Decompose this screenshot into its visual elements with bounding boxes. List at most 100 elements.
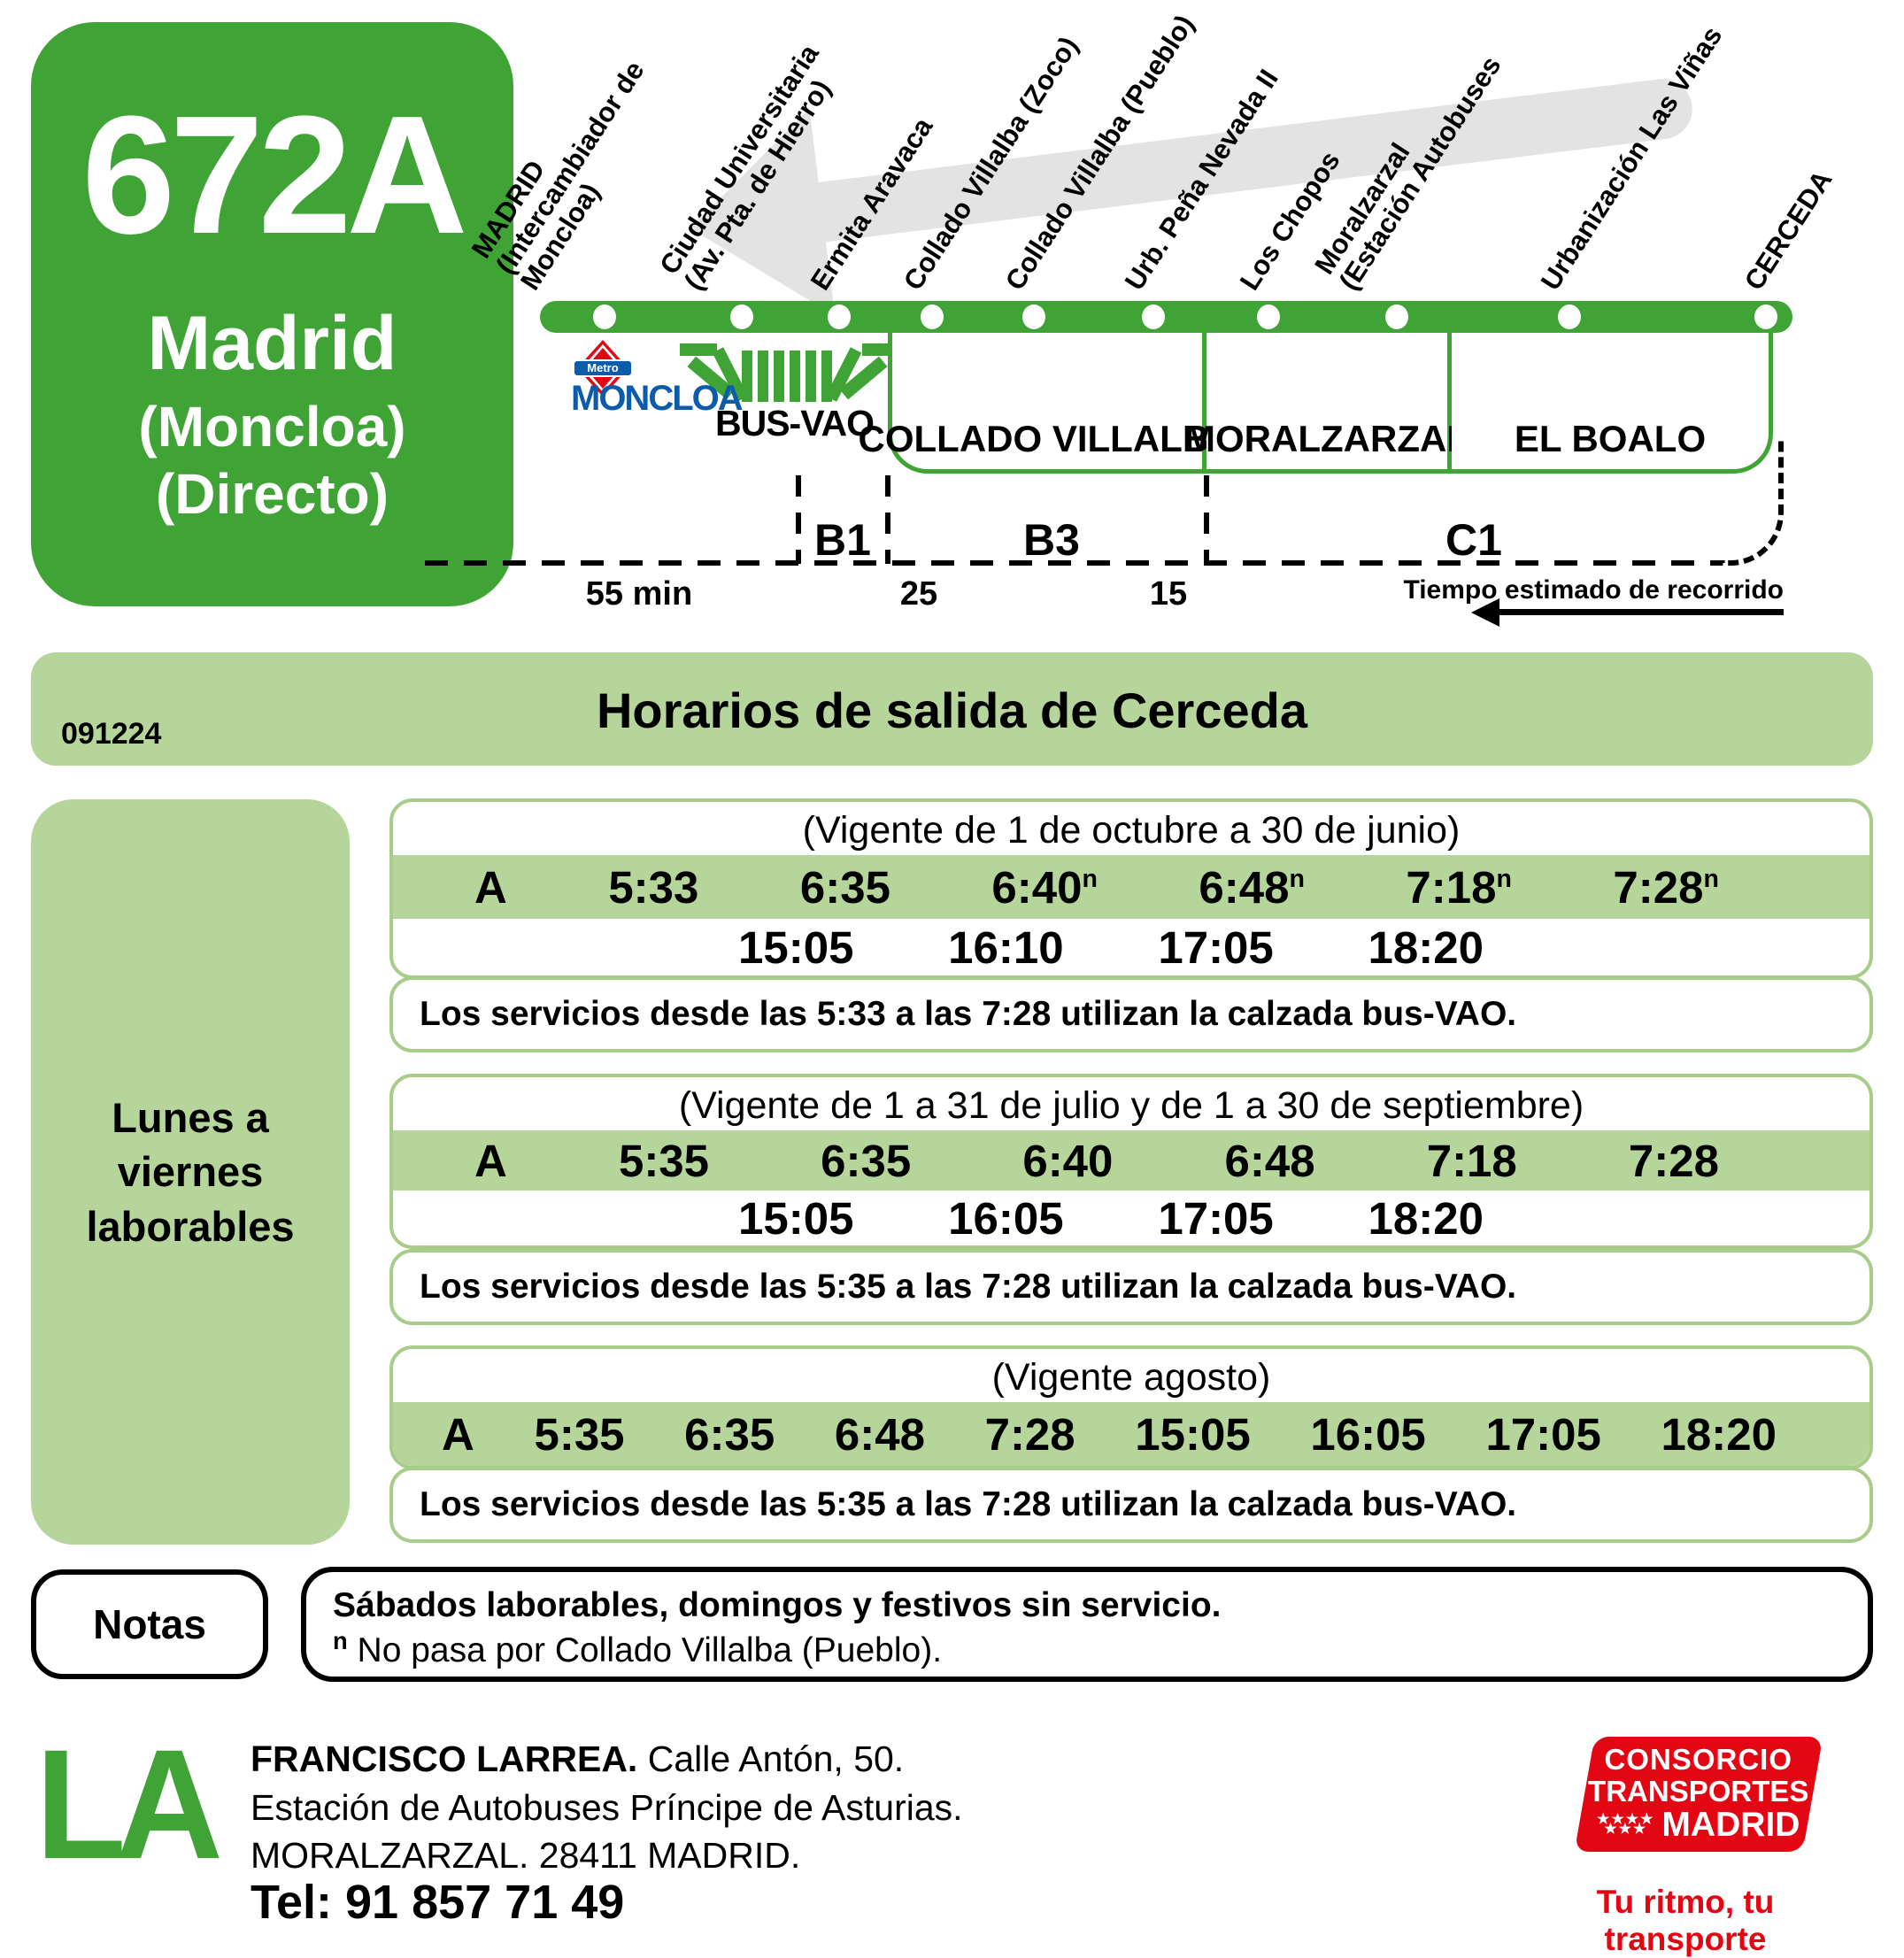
operator-address: FRANCISCO LARREA. Calle Antón, 50. Estac…: [251, 1738, 963, 1877]
validity-title: (Vigente de 1 a 31 de julio y de 1 a 30 …: [678, 1084, 1584, 1127]
validity-title: (Vigente de 1 de octubre a 30 de junio): [802, 809, 1461, 852]
page-title: Horarios de salida de Cerceda: [596, 682, 1307, 738]
operator-phone: Tel: 91 857 71 49: [251, 1876, 625, 1929]
station-dot: [1142, 304, 1165, 329]
schedule-banner: Horarios de salida de Cerceda 091224: [31, 652, 1873, 766]
departure-time: 6:48: [834, 1408, 925, 1460]
departure-time: 7:28n: [1613, 861, 1719, 913]
municipality-label: EL BOALO: [1514, 418, 1707, 459]
validity-title: (Vigente agosto): [991, 1356, 1271, 1399]
station-dot: [1022, 304, 1045, 329]
day-panel-line: viernes: [117, 1148, 264, 1196]
day-panel-line: Lunes a: [112, 1094, 269, 1142]
row-letter: A: [442, 1408, 474, 1460]
departure-time: 18:20: [1368, 1192, 1484, 1244]
route-destination: Madrid: [147, 301, 397, 386]
fare-zone-label: B3: [1023, 515, 1080, 565]
consorcio-transportes-madrid-logo: CONSORCIO TRANSPORTES ★★★★ ★★★ MADRID: [1574, 1737, 1823, 1852]
metro-logo-icon: Metro: [573, 340, 633, 397]
departure-time: 6:35: [821, 1135, 912, 1186]
zone-divider-dash: [796, 475, 801, 564]
station-dot: [1385, 304, 1408, 329]
departure-time: 18:20: [1661, 1408, 1777, 1460]
route-number: 672A: [81, 81, 467, 269]
travel-time-label: 25: [899, 575, 938, 613]
station-dot: [1754, 304, 1777, 329]
schedule-note: Los servicios desde las 5:33 a las 7:28 …: [389, 976, 1873, 1052]
station-dot: [921, 304, 944, 329]
departure-time: 6:35: [684, 1408, 775, 1460]
zone-divider-dash: [885, 475, 890, 564]
departure-time: 15:05: [738, 921, 854, 973]
notes-line2: n No pasa por Collado Villalba (Pueblo).: [333, 1627, 943, 1670]
departure-time: 6:40n: [991, 861, 1098, 913]
departure-time: 6:35: [799, 861, 890, 913]
zone-box-collado-villalba: COLLADO VILLALBA: [859, 328, 1236, 474]
station-dot: [730, 304, 753, 329]
row-letter: A: [474, 861, 507, 913]
departure-time: 5:35: [534, 1408, 625, 1460]
schedule-block-august: (Vigente agosto) A 5:35 6:35 6:48 7:28 1…: [389, 1345, 1873, 1469]
departure-row: A 5:35 6:35 6:40 6:48 7:18 7:28: [393, 1130, 1869, 1191]
zone-divider-dash: [1204, 475, 1209, 564]
route-destination-sub2: (Directo): [155, 461, 389, 526]
departure-time: 18:20: [1368, 921, 1484, 973]
station-dot: [1257, 304, 1280, 329]
departure-time: 16:10: [948, 921, 1064, 973]
schedule-note: Los servicios desde las 5:35 a las 7:28 …: [389, 1249, 1873, 1325]
station-dot: [828, 304, 851, 329]
travel-time-label: 55 min: [585, 575, 693, 613]
fare-zone-label: C1: [1445, 515, 1502, 565]
departure-row: A 5:33 6:35 6:40n 6:48n 7:18n 7:28n: [393, 855, 1869, 919]
departure-time: 7:28: [1628, 1135, 1719, 1186]
schedule-block-july-september: (Vigente de 1 a 31 de julio y de 1 a 30 …: [389, 1074, 1873, 1249]
departure-time: 17:05: [1485, 1408, 1601, 1460]
zone-box-el-boalo: EL BOALO: [1452, 328, 1773, 474]
timeline-dash: [425, 560, 1719, 566]
station-dot: [593, 304, 616, 329]
departure-time: 15:05: [1135, 1408, 1251, 1460]
travel-direction-arrowhead-icon: [1471, 598, 1499, 627]
departure-time: 16:05: [948, 1192, 1064, 1244]
departure-time: 6:40: [1022, 1135, 1114, 1186]
departure-time: 17:05: [1158, 921, 1274, 973]
route-card: 672A Madrid (Moncloa) (Directo): [31, 22, 513, 606]
station-dot: [1558, 304, 1581, 329]
departure-time: 16:05: [1310, 1408, 1426, 1460]
departure-time: 15:05: [738, 1192, 854, 1244]
consorcio-tagline: Tu ritmo, tu transporte: [1596, 1884, 1775, 1957]
notes-box: Sábados laborables, domingos y festivos …: [301, 1567, 1873, 1682]
madrid-stars-icon: ★★★★ ★★★: [1597, 1812, 1655, 1838]
route-line: [540, 301, 1792, 333]
departure-row: 15:05 16:10 17:05 18:20: [393, 919, 1869, 975]
departure-time: 6:48: [1224, 1135, 1315, 1186]
edition-code: 091224: [61, 717, 162, 751]
departure-time: 5:33: [608, 861, 699, 913]
departure-time: 7:18n: [1406, 861, 1512, 913]
travel-time-label: 15: [1149, 575, 1188, 613]
station-label-cerceda: CERCEDA: [1738, 165, 1838, 297]
departure-row: A 5:35 6:35 6:48 7:28 15:05 16:05 17:05 …: [393, 1402, 1869, 1466]
departure-time: 6:48n: [1199, 861, 1305, 913]
fare-zone-label: B1: [814, 515, 871, 565]
metro-logo-label: Metro: [573, 359, 633, 377]
travel-time-note: Tiempo estimado de recorrido: [1403, 575, 1784, 605]
day-panel: Lunes a viernes laborables: [31, 799, 350, 1545]
municipality-label: COLLADO VILLALBA: [858, 418, 1237, 459]
zone-box-moralzarzal: MORALZARZAL: [1184, 328, 1469, 474]
municipality-label: MORALZARZAL: [1184, 418, 1469, 459]
departure-time: 7:28: [984, 1408, 1075, 1460]
day-panel-line: laborables: [86, 1202, 295, 1250]
travel-direction-arrow-icon: [1496, 609, 1784, 615]
operator-logo: LA: [35, 1716, 223, 1892]
notes-line1: Sábados laborables, domingos y festivos …: [333, 1586, 1222, 1624]
route-destination-sub1: (Moncloa): [138, 395, 406, 459]
station-label-madrid: MADRID (Intercambiador de Moncloa): [465, 56, 651, 297]
notes-label-box: Notas: [31, 1569, 268, 1679]
route-diagram: MADRID (Intercambiador de Moncloa) Ciuda…: [398, 0, 1903, 633]
departure-time: 5:35: [618, 1135, 710, 1186]
metro-station-name: MONCLOA: [571, 379, 744, 418]
bus-vao-label: BUS-VAO: [714, 403, 875, 443]
row-letter: A: [474, 1135, 507, 1186]
schedule-note: Los servicios desde las 5:35 a las 7:28 …: [389, 1467, 1873, 1543]
